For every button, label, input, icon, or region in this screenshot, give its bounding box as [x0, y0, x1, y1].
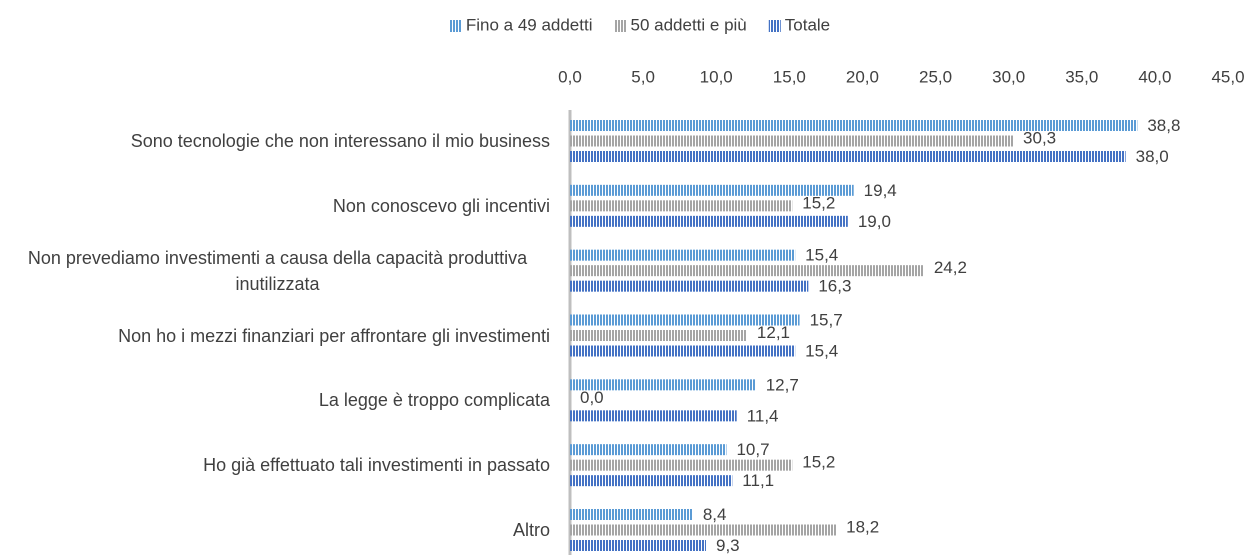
x-tick-label: 5,0	[631, 67, 655, 86]
legend-label: Totale	[785, 15, 830, 34]
data-label: 15,4	[805, 246, 838, 265]
bar	[570, 265, 924, 277]
data-label: 38,0	[1136, 147, 1169, 166]
data-label: 15,2	[802, 193, 835, 212]
data-label: 0,0	[580, 388, 604, 407]
category-label: Ho già effettuato tali investimenti in p…	[203, 455, 550, 476]
bar	[570, 524, 837, 536]
x-tick-label: 25,0	[919, 67, 952, 86]
data-label: 8,4	[703, 505, 727, 524]
x-tick-label: 40,0	[1138, 67, 1171, 86]
bar	[570, 215, 848, 227]
bar	[570, 444, 727, 456]
category-label: Sono tecnologie che non interessano il m…	[130, 131, 550, 151]
data-label: 11,1	[742, 471, 774, 490]
legend-swatch	[768, 20, 781, 32]
bar	[570, 379, 756, 391]
legend-swatch	[449, 20, 462, 32]
legend-label: 50 addetti e più	[631, 15, 747, 34]
x-tick-label: 20,0	[846, 67, 879, 86]
x-tick-label: 10,0	[700, 67, 733, 86]
legend-swatch	[614, 20, 627, 32]
bar	[570, 475, 733, 487]
bar	[570, 249, 796, 261]
bar	[570, 120, 1138, 131]
legend-label: Fino a 49 addetti	[466, 15, 593, 34]
bar	[570, 459, 793, 471]
category-label: La legge è troppo complicata	[318, 390, 550, 411]
category-label: Non prevediamo investimenti a causa dell…	[27, 247, 528, 294]
x-tick-label: 30,0	[992, 67, 1025, 86]
bar	[570, 151, 1126, 162]
data-label: 18,2	[846, 517, 879, 536]
data-label: 24,2	[934, 258, 967, 277]
bar	[570, 135, 1014, 147]
x-tick-label: 35,0	[1065, 67, 1098, 86]
data-label: 30,3	[1023, 128, 1056, 147]
data-label: 10,7	[736, 440, 769, 459]
x-tick-label: 15,0	[773, 67, 806, 86]
data-label: 15,7	[810, 310, 843, 329]
x-tick-label: 45,0	[1211, 67, 1244, 86]
bar	[570, 330, 747, 341]
bar	[570, 314, 800, 326]
bar	[570, 410, 737, 422]
data-label: 12,1	[757, 323, 790, 342]
data-label: 12,7	[766, 375, 799, 394]
bar	[570, 540, 706, 551]
x-tick-label: 0,0	[558, 67, 582, 86]
bar	[570, 280, 809, 292]
category-label: Altro	[512, 520, 550, 540]
bar	[570, 184, 854, 196]
data-label: 16,3	[818, 277, 851, 296]
category-label: Non conoscevo gli incentivi	[332, 195, 550, 216]
bar	[570, 509, 693, 520]
data-label: 38,8	[1147, 116, 1180, 135]
data-label: 19,0	[858, 212, 891, 231]
bar	[570, 200, 793, 212]
data-label: 15,4	[805, 341, 838, 360]
data-label: 9,3	[716, 536, 740, 555]
data-label: 19,4	[864, 181, 897, 200]
category-label: Non ho i mezzi finanziari per affrontare…	[118, 325, 550, 346]
data-label: 15,2	[802, 453, 835, 472]
bar	[570, 345, 796, 357]
data-label: 11,4	[747, 406, 779, 425]
